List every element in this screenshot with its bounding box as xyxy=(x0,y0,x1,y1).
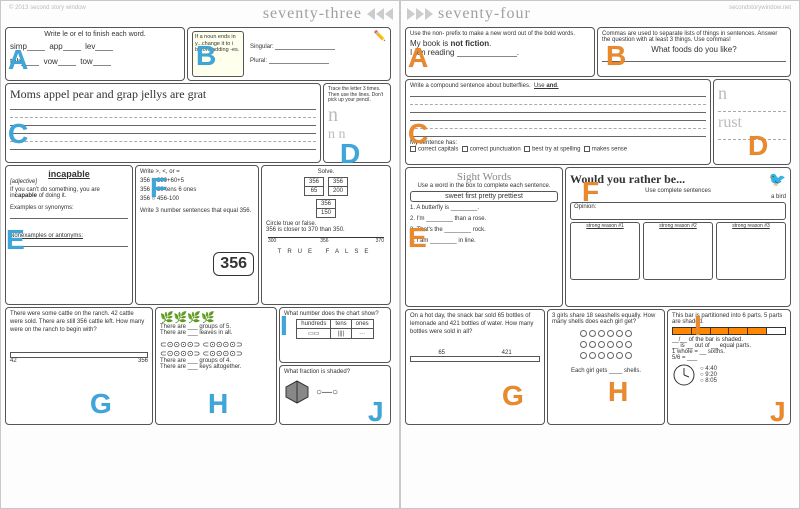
opinion: Opinion: xyxy=(570,202,786,220)
box-B-right: Commas are used to separate lists of thi… xyxy=(597,27,791,77)
prompt: Write le or el to finish each word. xyxy=(10,31,180,38)
hint: If a noun ends in y...change it to i bef… xyxy=(192,31,244,77)
box-J-right: This bar is partitioned into 6 parts. 5 … xyxy=(667,309,791,425)
box-A-right: Use the non- prefix to make a new word o… xyxy=(405,27,595,77)
chevron-right-icon xyxy=(407,8,415,20)
t: Solve. xyxy=(266,169,386,175)
q: What foods do you like? xyxy=(602,45,786,54)
copyright-left: © 2013 second story window xyxy=(9,5,86,11)
box-F-right: Would you rather be... 🐦 Use complete se… xyxy=(565,167,791,307)
chevron-right-icon xyxy=(425,8,433,20)
box-C-left: Moms appel pear and grap jellys are grat xyxy=(5,83,321,163)
box-H-right: 3 girls share 18 seashells equally. How … xyxy=(547,309,665,425)
s: 1. A butterfly is ________. xyxy=(410,205,558,211)
prompt: What fraction is shaded? xyxy=(284,369,386,375)
page-left: © 2013 second story window seventy-three… xyxy=(0,0,400,509)
box-E-left: incapable [adjective] If you can't do so… xyxy=(5,165,133,305)
r: strong reason #1 xyxy=(570,222,640,280)
prompt: Write >, <, or = xyxy=(140,169,254,175)
bignum: 356 xyxy=(213,252,254,276)
box-G-right: On a hot day, the snack bar sold 65 bott… xyxy=(405,309,545,425)
clock-icon xyxy=(672,363,696,387)
text: This bar is partitioned into 6 parts. 5 … xyxy=(672,313,786,325)
box-C-right: Write a compound sentence about butterfl… xyxy=(405,79,711,165)
prompt: Trace the letter 3 times. Then use the l… xyxy=(328,87,386,104)
hexagon-icon xyxy=(284,379,310,405)
grid-right: Use the non- prefix to make a new word o… xyxy=(405,27,795,504)
box-B-left: If a noun ends in y...change it to i bef… xyxy=(187,27,391,81)
s: 3. That's the ________ rock. xyxy=(410,227,558,233)
chevron-left-icon xyxy=(367,8,375,20)
page-right: secondstorywindow.net seventy-four Use t… xyxy=(400,0,800,509)
l: 5/6 = ___ xyxy=(672,355,786,361)
lbl: Nonexamples or antonyms: xyxy=(10,233,128,239)
title: Would you rather be... xyxy=(570,172,769,187)
l: There are ___ leaves in all. xyxy=(160,330,272,336)
box-J-left: What fraction is shaded? ○—○ xyxy=(279,365,391,425)
text: 3 girls share 18 seashells equally. How … xyxy=(552,313,660,325)
prompt2: Write 3 number sentences that equal 356. xyxy=(140,208,254,214)
copyright-right: secondstorywindow.net xyxy=(729,5,791,11)
lbl: Singular: xyxy=(250,44,274,50)
box-F-left: Write >, <, or = 356 ○ 300+60+5 356 ○ 30… xyxy=(135,165,259,305)
sentence: Moms appel pear and grap jellys are grat xyxy=(10,87,316,102)
box-E-right: Sight Words Use a word in the box to com… xyxy=(405,167,563,307)
prompt: Use the non- prefix to make a new word o… xyxy=(410,31,590,37)
text: There were some cattle on the ranch. 42 … xyxy=(10,311,148,334)
r: strong reason #3 xyxy=(716,222,786,280)
box-D-left: Trace the letter 3 times. Then use the l… xyxy=(323,83,391,163)
box-G-left: There were some cattle on the ranch. 42 … xyxy=(5,307,153,425)
ans: Each girl gets ____ shells. xyxy=(552,368,660,374)
prompt: Commas are used to separate lists of thi… xyxy=(602,31,786,43)
box-D-right: n rust xyxy=(713,79,791,165)
l: There are ___ keys altogether. xyxy=(160,364,272,370)
s: 2. I'm ________ than a rose. xyxy=(410,216,558,222)
prompt: What number does the chart show? xyxy=(284,311,386,317)
box-I-left: What number does the chart show? hundred… xyxy=(279,307,391,363)
word: incapable xyxy=(10,169,128,179)
box-A-left: Write le or el to finish each word. simp… xyxy=(5,27,185,81)
lbl: Examples or synonyms: xyxy=(10,205,128,211)
r: strong reason #2 xyxy=(643,222,713,280)
words: sweet first pretty prettiest xyxy=(410,191,558,202)
prompt: Use a word in the box to complete each s… xyxy=(410,183,558,189)
chevron-left-icon xyxy=(385,8,393,20)
pos: [adjective] xyxy=(10,179,128,185)
grid-left: Write le or el to finish each word. simp… xyxy=(5,27,395,504)
chevron-left-icon xyxy=(376,8,384,20)
title: Sight Words xyxy=(410,171,558,183)
text: On a hot day, the snack bar sold 65 bott… xyxy=(410,313,540,336)
box-H-left: 🌿🌿🌿🌿 There are ___ groups of 5. There ar… xyxy=(155,307,277,425)
lbl: Plural: xyxy=(250,58,267,64)
box-solve-left: Solve. 35665 356200 356150 Circle true o… xyxy=(261,165,391,305)
s: 4. I am ________ in line. xyxy=(410,238,558,244)
chevron-right-icon xyxy=(416,8,424,20)
stmt: 356 is closer to 370 than 350. xyxy=(266,227,386,233)
glyph: n n xyxy=(328,127,386,143)
bird: a bird xyxy=(570,194,786,200)
